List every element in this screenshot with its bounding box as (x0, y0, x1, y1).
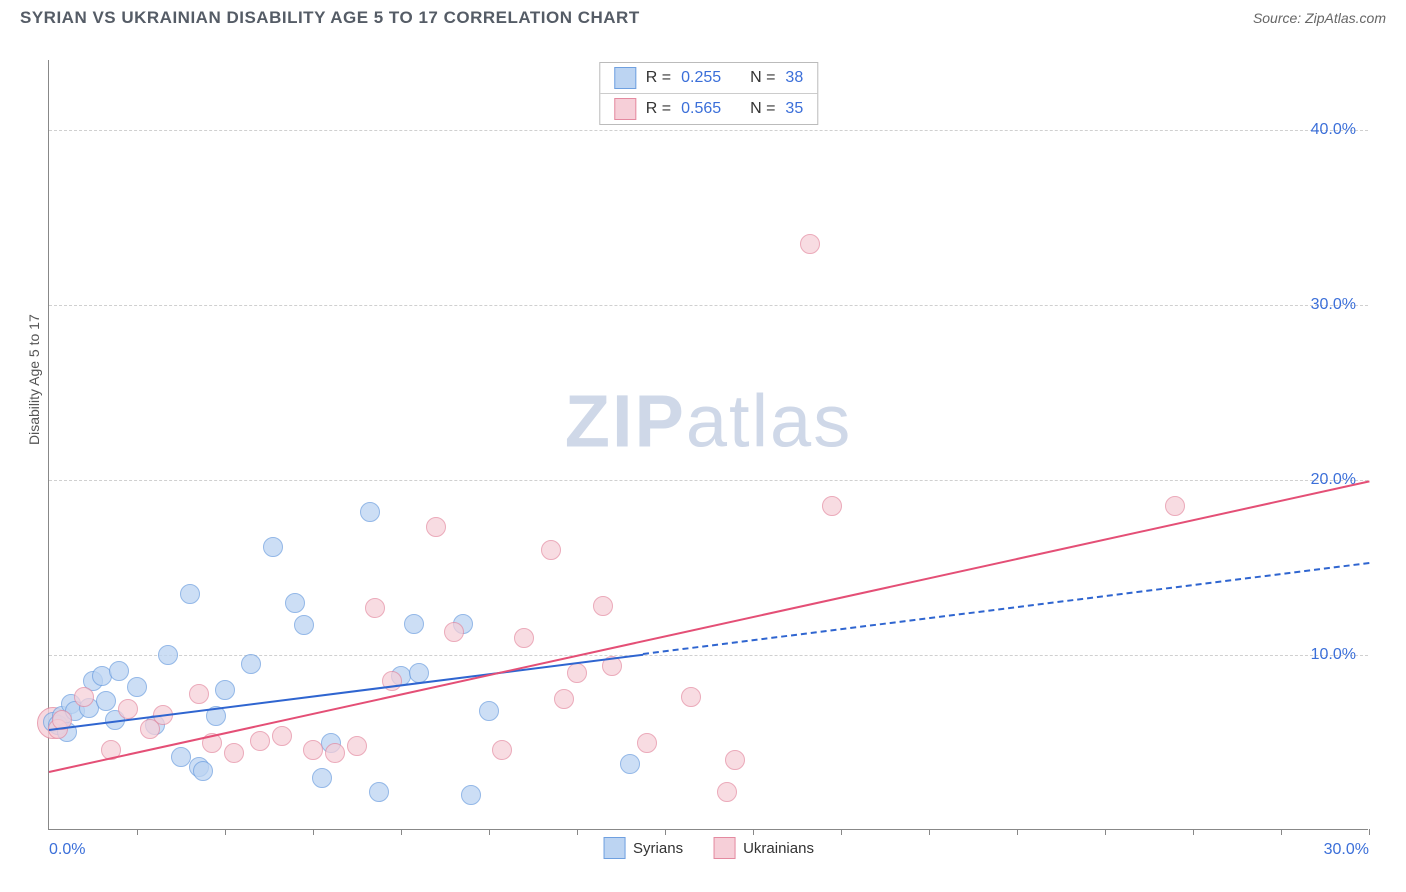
y-tick-label: 30.0% (1311, 296, 1356, 314)
data-point (193, 761, 213, 781)
data-point (514, 628, 534, 648)
x-tick (929, 829, 930, 835)
data-point (822, 496, 842, 516)
legend-label-syrians: Syrians (633, 840, 683, 857)
data-point (118, 699, 138, 719)
data-point (325, 743, 345, 763)
x-tick-label-max: 30.0% (1324, 841, 1369, 859)
data-point (224, 743, 244, 763)
data-point (637, 733, 657, 753)
data-point (127, 677, 147, 697)
data-point (1165, 496, 1185, 516)
watermark-atlas: atlas (686, 380, 852, 463)
scatter-chart: ZIPatlas R = 0.255 N = 38 R = 0.565 N = … (48, 60, 1368, 830)
data-point (285, 593, 305, 613)
data-point (158, 645, 178, 665)
r-value-ukrainians: 0.565 (681, 100, 721, 118)
data-point (109, 661, 129, 681)
data-point (620, 754, 640, 774)
series-legend: Syrians Ukrainians (603, 837, 814, 859)
r-label: R = (646, 69, 671, 87)
x-tick-label-min: 0.0% (49, 841, 85, 859)
swatch-ukrainians-icon (713, 837, 735, 859)
legend-row-syrians: R = 0.255 N = 38 (600, 63, 817, 93)
data-point (492, 740, 512, 760)
legend-item-ukrainians: Ukrainians (713, 837, 814, 859)
gridline (49, 130, 1368, 131)
n-value-syrians: 38 (785, 69, 803, 87)
source-label: Source: (1253, 10, 1305, 26)
x-tick (577, 829, 578, 835)
data-point (365, 598, 385, 618)
x-tick (665, 829, 666, 835)
n-label: N = (750, 100, 775, 118)
x-tick (1281, 829, 1282, 835)
data-point (541, 540, 561, 560)
x-tick (841, 829, 842, 835)
data-point (250, 731, 270, 751)
data-point (404, 614, 424, 634)
x-tick (753, 829, 754, 835)
data-point (360, 502, 380, 522)
x-tick (401, 829, 402, 835)
x-tick (137, 829, 138, 835)
swatch-ukrainians (614, 98, 636, 120)
data-point (189, 684, 209, 704)
chart-title: SYRIAN VS UKRAINIAN DISABILITY AGE 5 TO … (20, 8, 640, 28)
data-point (369, 782, 389, 802)
x-tick (313, 829, 314, 835)
data-point (554, 689, 574, 709)
legend-item-syrians: Syrians (603, 837, 683, 859)
legend-row-ukrainians: R = 0.565 N = 35 (600, 93, 817, 124)
data-point (461, 785, 481, 805)
data-point (215, 680, 235, 700)
trendline-dashed (643, 562, 1369, 655)
data-point (347, 736, 367, 756)
x-tick (1369, 829, 1370, 835)
n-label: N = (750, 69, 775, 87)
legend-label-ukrainians: Ukrainians (743, 840, 814, 857)
data-point (800, 234, 820, 254)
data-point (444, 622, 464, 642)
data-point (96, 691, 116, 711)
watermark-zip: ZIP (565, 380, 686, 463)
x-tick (225, 829, 226, 835)
x-tick (1193, 829, 1194, 835)
data-point (409, 663, 429, 683)
watermark: ZIPatlas (565, 379, 852, 464)
data-point (312, 768, 332, 788)
gridline (49, 480, 1368, 481)
data-point (74, 687, 94, 707)
r-label: R = (646, 100, 671, 118)
data-point (479, 701, 499, 721)
y-tick-label: 10.0% (1311, 646, 1356, 664)
data-point (180, 584, 200, 604)
swatch-syrians-icon (603, 837, 625, 859)
y-tick-label: 40.0% (1311, 121, 1356, 139)
r-value-syrians: 0.255 (681, 69, 721, 87)
x-tick (1017, 829, 1018, 835)
source-value: ZipAtlas.com (1305, 10, 1386, 26)
n-value-ukrainians: 35 (785, 100, 803, 118)
data-point (567, 663, 587, 683)
x-tick (1105, 829, 1106, 835)
data-point (303, 740, 323, 760)
x-tick (489, 829, 490, 835)
data-point (426, 517, 446, 537)
data-point (263, 537, 283, 557)
trendline (49, 480, 1369, 772)
swatch-syrians (614, 67, 636, 89)
data-point (294, 615, 314, 635)
data-point (272, 726, 292, 746)
data-point (593, 596, 613, 616)
correlation-legend: R = 0.255 N = 38 R = 0.565 N = 35 (599, 62, 818, 125)
data-point (725, 750, 745, 770)
data-point (681, 687, 701, 707)
data-point (717, 782, 737, 802)
data-point (241, 654, 261, 674)
y-axis-label: Disability Age 5 to 17 (26, 314, 42, 445)
gridline (49, 305, 1368, 306)
source-attribution: Source: ZipAtlas.com (1253, 10, 1386, 26)
